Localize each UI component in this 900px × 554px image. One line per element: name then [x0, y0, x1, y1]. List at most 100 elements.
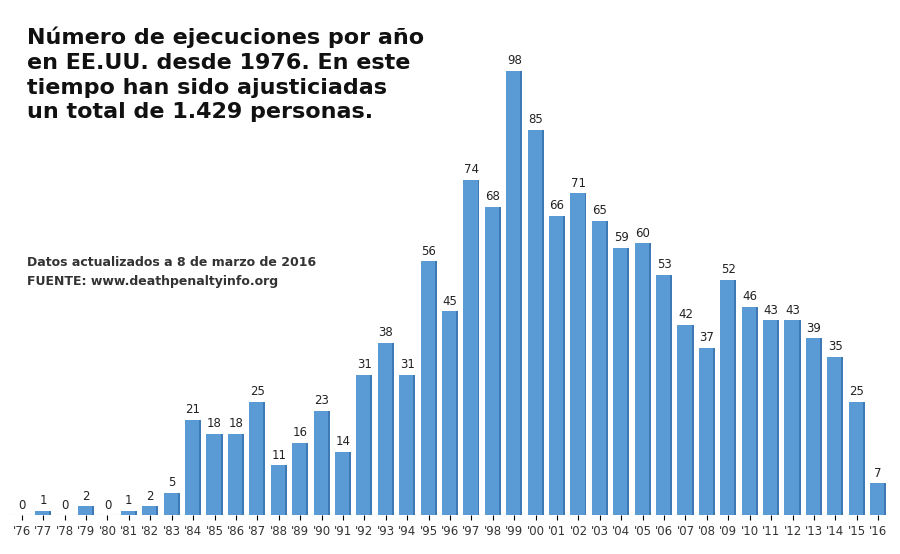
Text: 71: 71 [571, 177, 586, 190]
Bar [306, 443, 308, 515]
Bar [827, 357, 843, 515]
Bar [699, 347, 715, 515]
Bar [185, 420, 201, 515]
Bar [199, 420, 201, 515]
Text: 25: 25 [250, 385, 265, 398]
Text: 0: 0 [61, 499, 68, 511]
Bar [142, 506, 158, 515]
Bar [400, 375, 415, 515]
Bar [228, 434, 244, 515]
Bar [435, 261, 436, 515]
Text: 31: 31 [357, 358, 372, 371]
Bar [649, 243, 651, 515]
Text: 31: 31 [400, 358, 415, 371]
Bar [656, 275, 672, 515]
Bar [249, 402, 266, 515]
Text: 0: 0 [104, 499, 112, 511]
Bar [135, 511, 137, 515]
Text: 18: 18 [229, 417, 243, 430]
Text: 68: 68 [485, 191, 500, 203]
Bar [456, 311, 458, 515]
Bar [763, 320, 779, 515]
Text: 43: 43 [785, 304, 800, 317]
Text: 25: 25 [850, 385, 864, 398]
Bar [785, 320, 801, 515]
Text: 43: 43 [764, 304, 778, 317]
Bar [627, 248, 629, 515]
Bar [157, 506, 158, 515]
Bar [378, 343, 394, 515]
Text: 5: 5 [168, 476, 176, 489]
Bar [328, 411, 329, 515]
Text: 18: 18 [207, 417, 222, 430]
Text: 35: 35 [828, 340, 842, 353]
Bar [542, 130, 544, 515]
Bar [485, 207, 500, 515]
Bar [313, 411, 329, 515]
Bar [420, 261, 436, 515]
Bar [271, 465, 287, 515]
Text: 1: 1 [40, 494, 47, 507]
Text: 2: 2 [82, 490, 90, 502]
Text: 37: 37 [699, 331, 715, 344]
Text: 1: 1 [125, 494, 132, 507]
Bar [520, 71, 522, 515]
Bar [506, 71, 522, 515]
Bar [849, 402, 865, 515]
Bar [35, 511, 51, 515]
Bar [613, 248, 629, 515]
Bar [592, 220, 608, 515]
Bar [499, 207, 500, 515]
Bar [584, 193, 587, 515]
Bar [478, 180, 480, 515]
Text: 16: 16 [292, 426, 308, 439]
Text: 0: 0 [18, 499, 25, 511]
Text: 39: 39 [806, 322, 822, 335]
Text: 38: 38 [378, 326, 393, 340]
Text: 85: 85 [528, 114, 543, 126]
Bar [356, 375, 373, 515]
Bar [549, 216, 565, 515]
Bar [885, 484, 886, 515]
Bar [284, 465, 287, 515]
Bar [842, 357, 843, 515]
Text: 21: 21 [185, 403, 201, 417]
Bar [442, 311, 458, 515]
Bar [371, 375, 373, 515]
Bar [734, 280, 736, 515]
Text: 74: 74 [464, 163, 479, 176]
Text: 23: 23 [314, 394, 329, 407]
Text: 11: 11 [271, 449, 286, 461]
Bar [50, 511, 51, 515]
Bar [78, 506, 94, 515]
Bar [670, 275, 672, 515]
Bar [606, 220, 608, 515]
Bar [863, 402, 865, 515]
Text: 42: 42 [678, 308, 693, 321]
Bar [720, 280, 736, 515]
Bar [870, 484, 886, 515]
Bar [678, 325, 694, 515]
Bar [634, 243, 651, 515]
Bar [798, 320, 801, 515]
Text: 46: 46 [742, 290, 757, 303]
Text: 7: 7 [875, 467, 882, 480]
Text: 14: 14 [336, 435, 350, 448]
Text: 53: 53 [657, 258, 671, 271]
Text: 45: 45 [443, 295, 457, 307]
Bar [756, 307, 758, 515]
Bar [571, 193, 587, 515]
Bar [164, 493, 180, 515]
Text: 98: 98 [507, 54, 522, 68]
Bar [206, 434, 222, 515]
Bar [178, 493, 180, 515]
Bar [820, 338, 822, 515]
Bar [527, 130, 544, 515]
Bar [742, 307, 758, 515]
Bar [242, 434, 244, 515]
Text: Datos actualizados a 8 de marzo de 2016
FUENTE: www.deathpenaltyinfo.org: Datos actualizados a 8 de marzo de 2016 … [27, 256, 316, 288]
Bar [335, 452, 351, 515]
Text: 59: 59 [614, 231, 629, 244]
Bar [349, 452, 351, 515]
Bar [220, 434, 222, 515]
